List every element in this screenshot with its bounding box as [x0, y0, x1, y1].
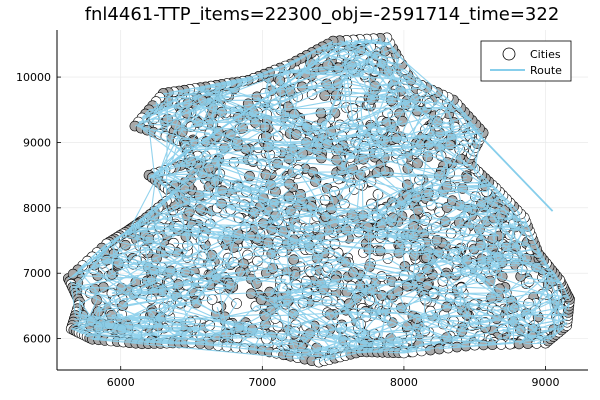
legend-box: [480, 40, 572, 82]
x-tick-label: 9000: [532, 376, 560, 389]
x-tick-label: 8000: [390, 376, 418, 389]
y-tick-label: 7000: [23, 267, 51, 280]
y-tick-label: 10000: [16, 71, 51, 84]
x-tick-label: 7000: [248, 376, 276, 389]
route-path: [68, 37, 571, 363]
route-segment: [466, 122, 554, 212]
axis-ticks: 6000 7000 8000 9000 6000 7000 8000 9000 10000: [16, 71, 560, 389]
y-tick-label: 9000: [23, 136, 51, 149]
route-segment: [148, 40, 348, 180]
y-tick-label: 8000: [23, 202, 51, 215]
plot-frame: [56, 30, 588, 371]
chart-title: fnl4461-TTP_items=22300_obj=-2591714_tim…: [85, 4, 560, 25]
legend-cities-label: Cities: [530, 48, 561, 61]
route-lines: [68, 37, 571, 363]
legend-cities-marker: [502, 47, 516, 61]
legend-route-label: Route: [530, 64, 562, 77]
route-segment: [354, 40, 390, 46]
route-segment: [71, 190, 176, 278]
legend: Cities Route: [480, 40, 572, 82]
y-tick-label: 6000: [23, 333, 51, 346]
x-tick-label: 6000: [107, 376, 135, 389]
